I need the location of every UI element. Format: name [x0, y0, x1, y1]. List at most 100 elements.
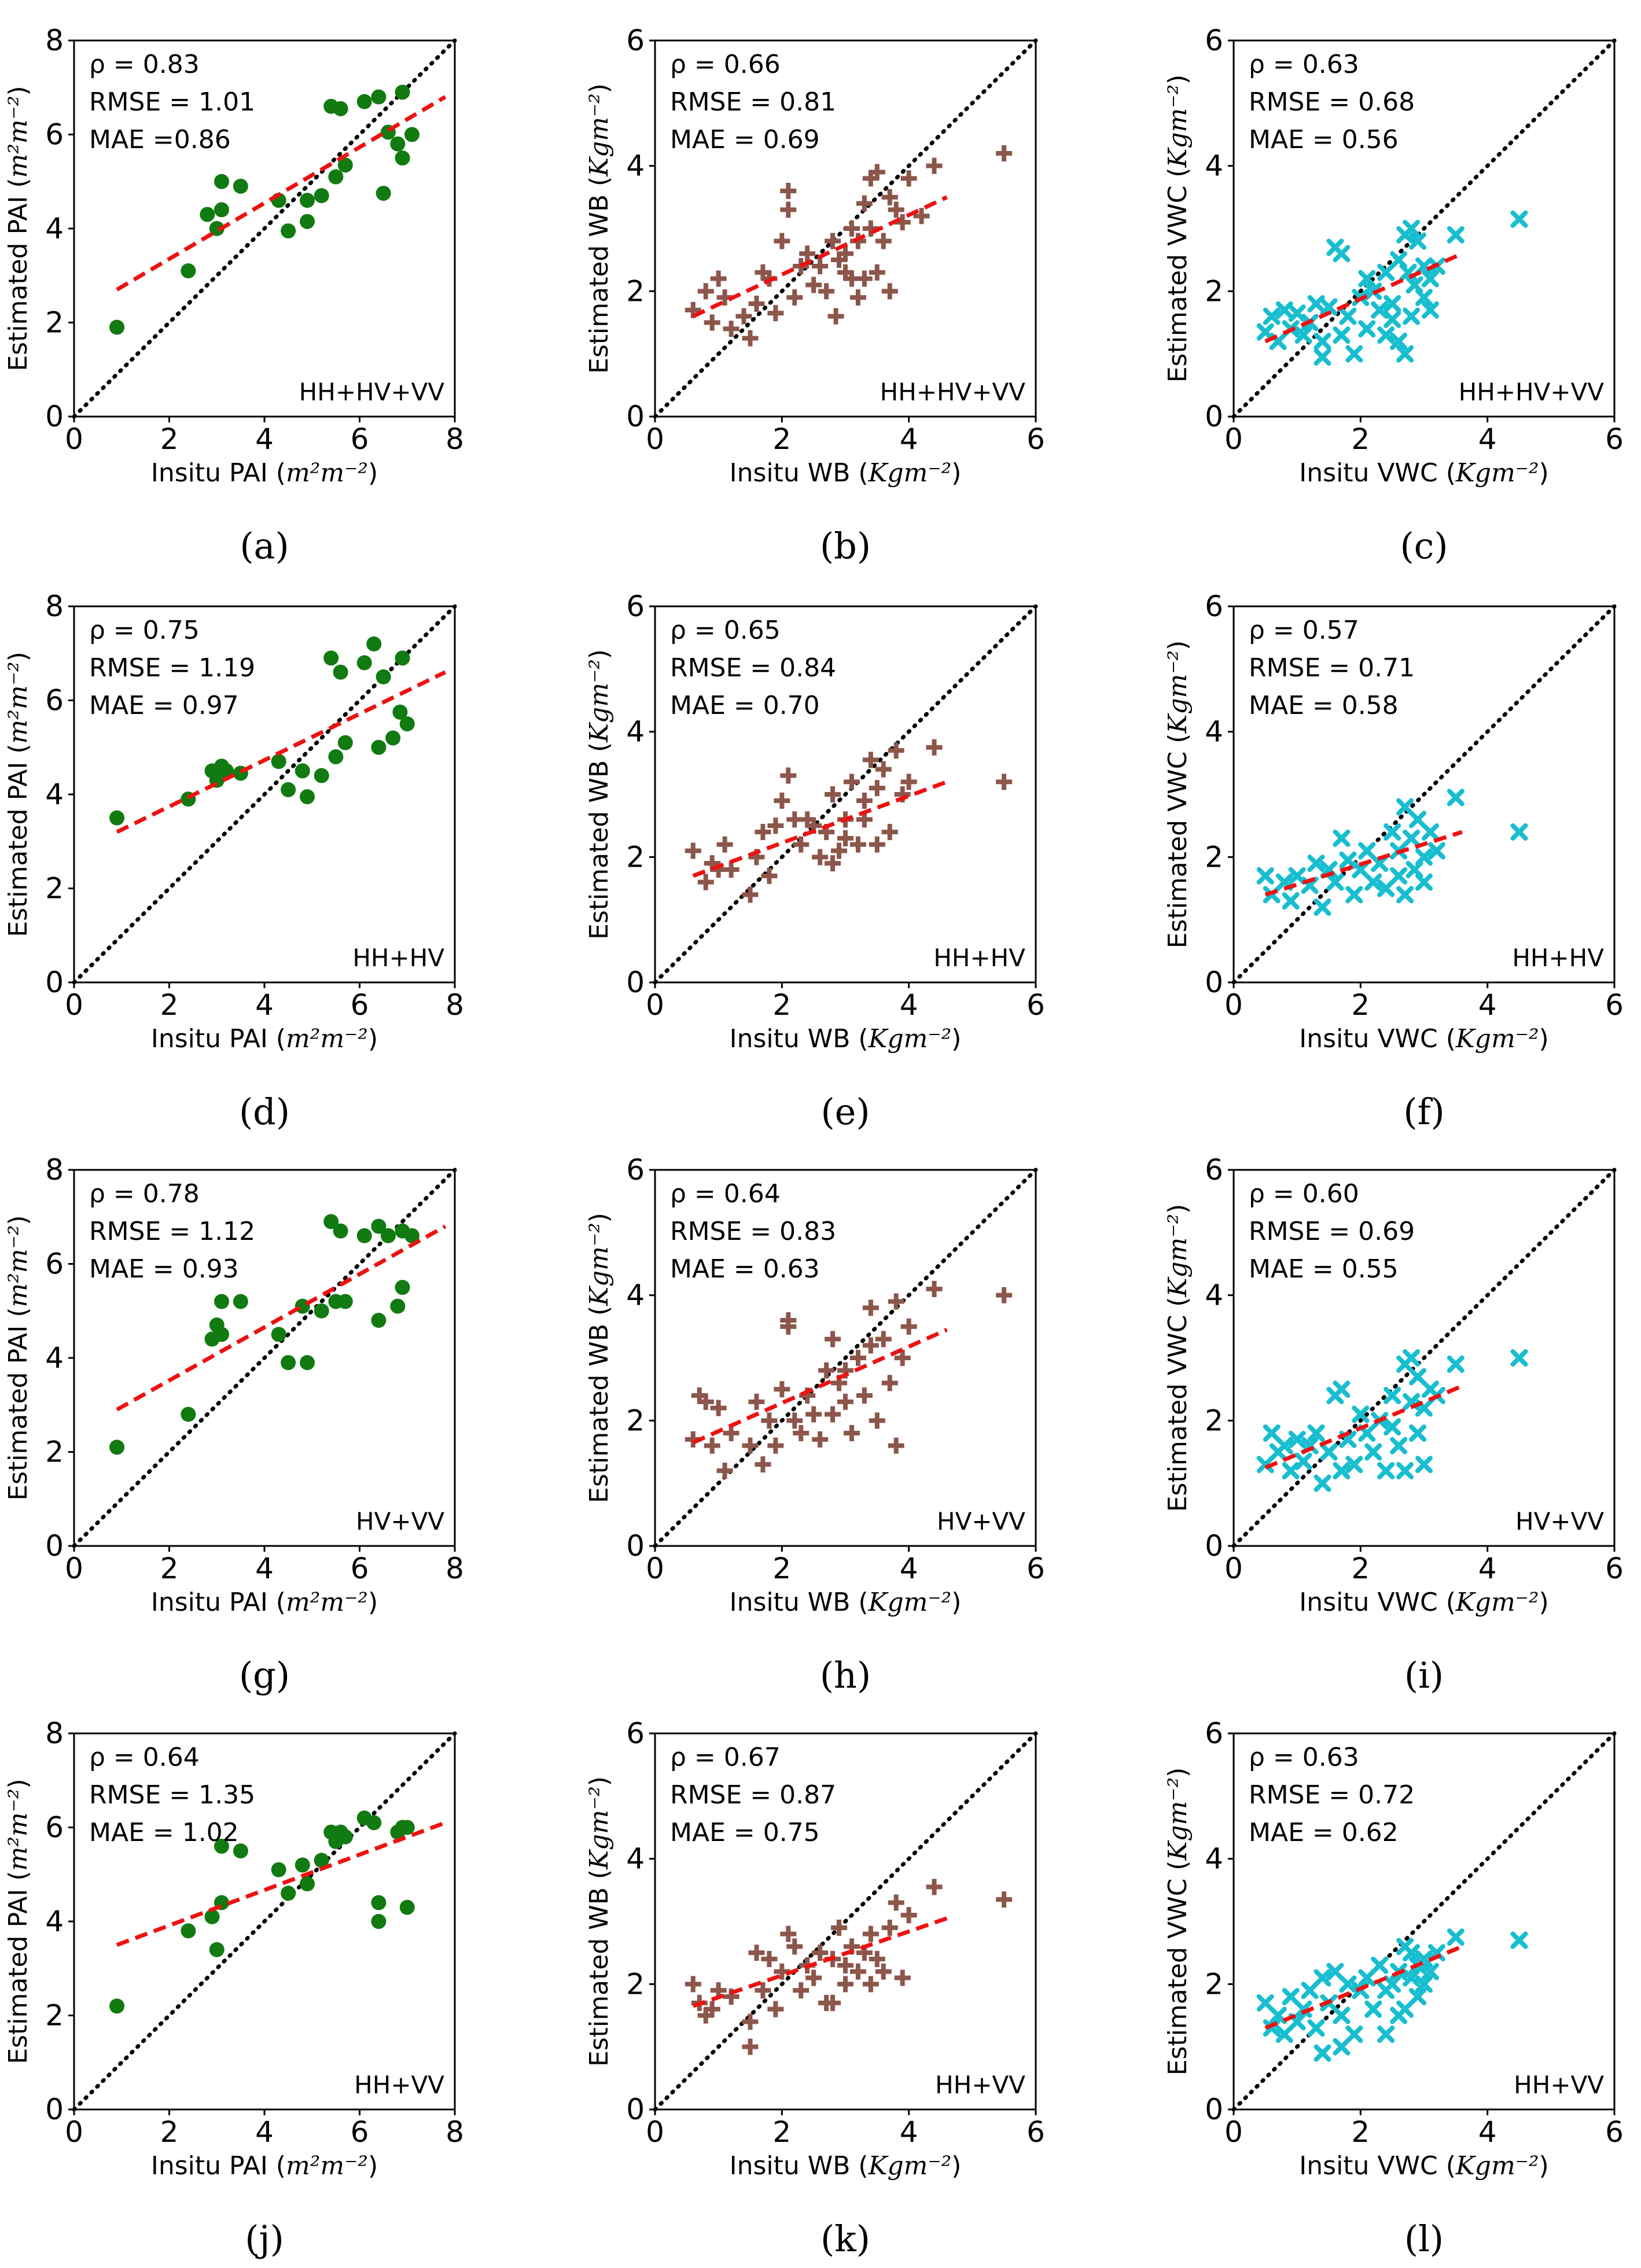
data-point	[1403, 1349, 1421, 1367]
data-point	[831, 842, 848, 859]
stat-label: MAE = 0.93	[89, 1254, 239, 1284]
y-tick-label: 6	[45, 1811, 64, 1844]
data-point	[837, 1957, 853, 1974]
y-tick-label: 2	[626, 1967, 645, 2001]
data-point	[1352, 1405, 1370, 1423]
y-tick-label: 2	[45, 1999, 64, 2033]
stat-label: RMSE = 0.68	[1249, 87, 1415, 117]
y-tick-label: 4	[626, 1279, 645, 1312]
data-point	[214, 202, 229, 218]
data-point	[300, 789, 315, 805]
stat-label: MAE = 0.63	[670, 1254, 820, 1284]
subplot-caption: (h)	[820, 1654, 871, 1696]
data-point	[1384, 1975, 1401, 1993]
data-point	[214, 1839, 229, 1854]
subplot-caption: (e)	[821, 1091, 870, 1133]
x-tick-label: 8	[446, 422, 464, 456]
data-point	[1371, 301, 1389, 319]
regression-line	[692, 1916, 948, 2008]
data-point	[704, 314, 720, 331]
data-point	[1421, 823, 1439, 841]
data-point	[1307, 855, 1325, 872]
polarization-label: HH+HV	[1512, 944, 1604, 972]
data-point	[881, 283, 898, 300]
data-point	[337, 735, 353, 750]
data-point	[392, 704, 408, 720]
x-tick-label: 4	[1478, 422, 1497, 456]
data-point	[314, 1853, 329, 1868]
data-point	[837, 830, 853, 846]
one-to-one-line	[72, 38, 457, 419]
subplot-caption: (i)	[1404, 1654, 1444, 1696]
regression-line	[1264, 252, 1463, 344]
data-point	[385, 730, 401, 746]
data-point	[888, 1293, 904, 1310]
data-point	[837, 1393, 853, 1410]
regression-line	[692, 195, 948, 318]
data-point	[337, 157, 353, 173]
data-point	[888, 1894, 904, 1911]
x-tick-label: 0	[1224, 1552, 1243, 1585]
data-point	[1275, 301, 1293, 319]
data-point	[1282, 892, 1300, 910]
data-point	[761, 1412, 778, 1429]
data-point	[869, 836, 885, 853]
polarization-label: HH+VV	[935, 2071, 1025, 2099]
y-tick-label: 6	[1205, 590, 1223, 623]
y-axis-label: Estimated WB (Kgm⁻²)	[584, 1776, 614, 2067]
one-to-one-line	[72, 1731, 457, 2112]
data-point	[1339, 851, 1357, 869]
data-point	[1313, 1969, 1331, 1987]
stat-label: MAE = 0.75	[670, 1818, 820, 1847]
y-tick-label: 0	[626, 2093, 645, 2126]
data-point	[748, 1393, 765, 1410]
data-point	[1333, 2006, 1351, 2024]
x-tick-label: 4	[900, 1552, 918, 1585]
data-point	[685, 1976, 701, 1993]
data-point	[328, 749, 344, 764]
data-point	[780, 201, 797, 218]
data-point	[862, 1337, 879, 1354]
x-axis-label: Insitu VWC (Kgm⁻²)	[1299, 458, 1548, 488]
data-point	[704, 2001, 720, 2017]
data-point	[900, 1907, 917, 1924]
data-point	[404, 127, 420, 142]
subplot-d: 0 2 4 6 8 0 2 4 6 8 ρ = 0.75 RMSE = 1.19 MAE = 0.97 H…	[3, 590, 464, 1133]
subplot-e: 0 2 4 6 0 2 4 6 ρ = 0.65 RMSE = 0.84 MAE = 0.70 HH+…	[584, 590, 1045, 1133]
data-point	[200, 207, 215, 222]
data-point	[812, 849, 829, 866]
y-axis-label: Estimated WB (Kgm⁻²)	[584, 1213, 614, 1503]
data-point	[742, 886, 759, 903]
data-point	[774, 1381, 790, 1398]
stat-label: ρ = 0.64	[89, 1743, 200, 1772]
data-point	[774, 792, 790, 809]
data-point	[1313, 899, 1331, 916]
data-point	[181, 263, 196, 279]
data-point	[812, 258, 829, 274]
data-point	[881, 1919, 898, 1936]
data-point	[1358, 320, 1376, 338]
y-axis-label: Estimated WB (Kgm⁻²)	[584, 83, 614, 374]
stat-label: ρ = 0.66	[670, 50, 781, 79]
x-tick-label: 0	[646, 988, 664, 1022]
data-point	[748, 296, 765, 312]
data-point	[1510, 1349, 1528, 1367]
axes-frame	[1232, 39, 1616, 418]
regression-line	[116, 1224, 447, 1412]
data-point	[862, 1299, 879, 1316]
y-axis-label: Estimated VWC (Kgm⁻²)	[1163, 75, 1193, 383]
data-point	[300, 1355, 315, 1371]
data-point	[404, 1228, 420, 1243]
y-tick-label: 2	[1205, 1967, 1223, 2001]
x-axis-label: Insitu PAI (m²m⁻²)	[151, 1588, 378, 1617]
data-point	[1275, 2026, 1293, 2043]
data-point	[761, 1951, 778, 1967]
stat-label: ρ = 0.63	[1249, 1743, 1359, 1772]
data-point	[716, 836, 733, 853]
data-point	[926, 739, 943, 756]
data-point	[209, 1942, 225, 1957]
data-point	[337, 1294, 353, 1309]
data-point	[881, 189, 898, 205]
data-point	[900, 170, 917, 187]
data-point	[395, 84, 410, 100]
